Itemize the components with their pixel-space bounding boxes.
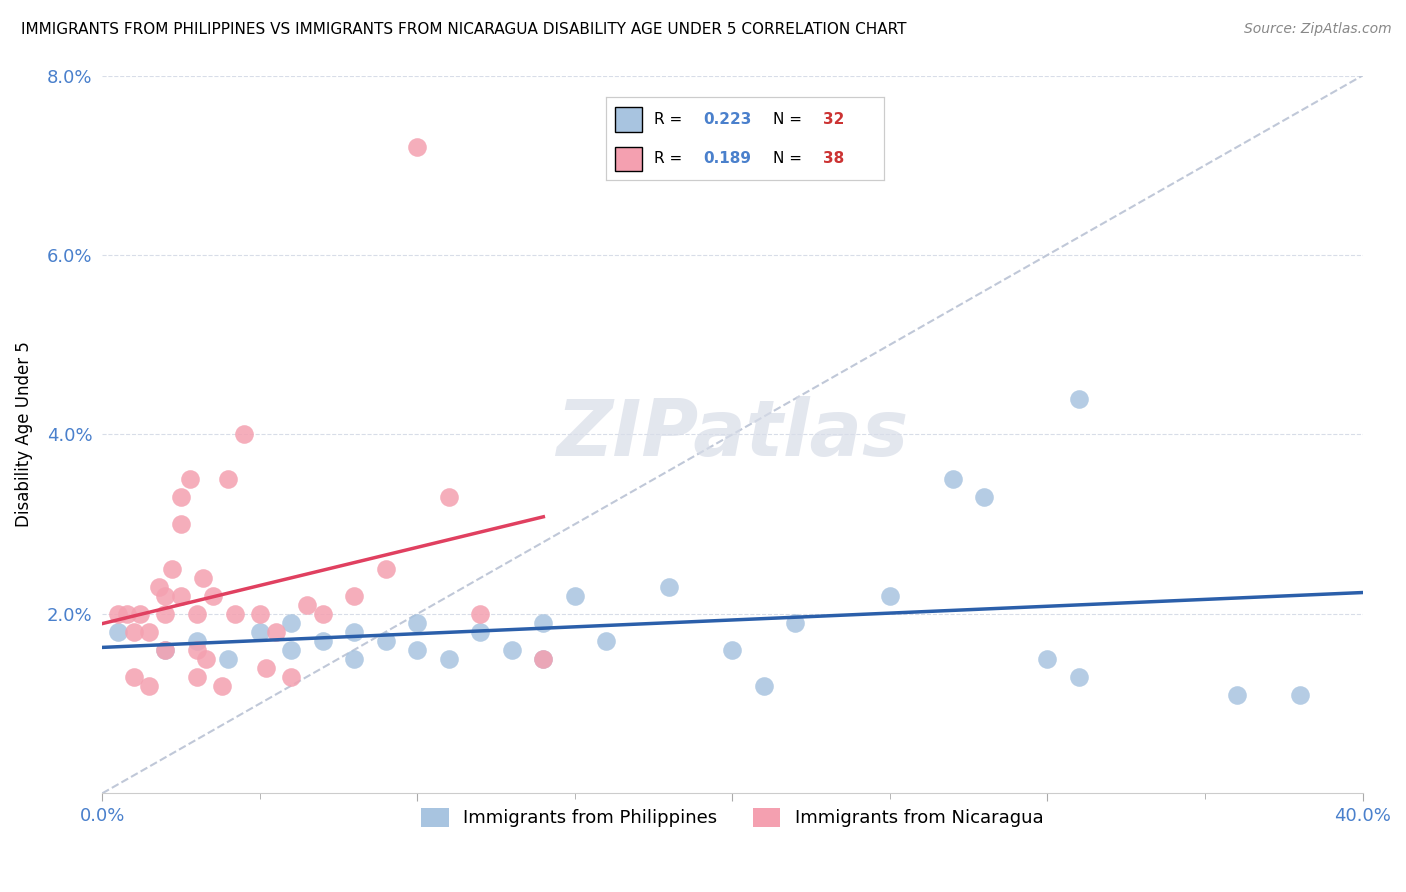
Point [201,589,224,603]
Point [170,490,193,504]
Point [595,633,617,648]
Point [195,652,218,666]
Point [211,679,233,693]
Point [217,652,239,666]
Point [155,589,177,603]
Point [406,642,429,657]
Point [170,517,193,532]
Point [374,633,396,648]
Point [160,562,183,576]
Point [280,615,302,630]
Point [470,624,492,639]
Point [280,642,302,657]
Point [879,589,901,603]
Point [280,670,302,684]
Point [531,652,554,666]
Point [1067,392,1090,406]
Point [170,589,193,603]
Point [343,652,366,666]
Point [437,490,460,504]
Text: Source: ZipAtlas.com: Source: ZipAtlas.com [1244,22,1392,37]
Point [721,642,744,657]
Point [264,624,287,639]
Point [117,607,139,621]
Point [501,642,523,657]
Point [186,607,208,621]
Point [191,571,214,585]
Point [1036,652,1059,666]
Point [155,607,177,621]
Point [1288,688,1310,702]
Point [374,562,396,576]
Point [138,624,160,639]
Point [138,679,160,693]
Point [224,607,246,621]
Legend: Immigrants from Philippines, Immigrants from Nicaragua: Immigrants from Philippines, Immigrants … [415,801,1050,835]
Point [312,607,335,621]
Point [155,642,177,657]
Y-axis label: Disability Age Under 5: Disability Age Under 5 [15,342,32,527]
Point [973,490,995,504]
Point [658,580,681,594]
Point [129,607,152,621]
Point [249,624,271,639]
Point [312,633,335,648]
Point [1225,688,1247,702]
Point [254,661,277,675]
Point [1067,670,1090,684]
Point [343,589,366,603]
Point [233,427,256,442]
Point [122,670,145,684]
Point [122,624,145,639]
Point [437,652,460,666]
Point [186,670,208,684]
Point [531,652,554,666]
Point [186,633,208,648]
Point [531,615,554,630]
Text: IMMIGRANTS FROM PHILIPPINES VS IMMIGRANTS FROM NICARAGUA DISABILITY AGE UNDER 5 : IMMIGRANTS FROM PHILIPPINES VS IMMIGRANT… [21,22,907,37]
Text: ZIPatlas: ZIPatlas [557,396,908,473]
Point [752,679,775,693]
Point [148,580,170,594]
Point [343,624,366,639]
Point [249,607,271,621]
Point [406,140,429,154]
Point [470,607,492,621]
Point [785,615,807,630]
Point [186,642,208,657]
Point [564,589,586,603]
Point [295,598,318,612]
Point [179,472,201,486]
Point [406,615,429,630]
Point [217,472,239,486]
Point [107,607,129,621]
Point [942,472,965,486]
Point [107,624,129,639]
Point [155,642,177,657]
